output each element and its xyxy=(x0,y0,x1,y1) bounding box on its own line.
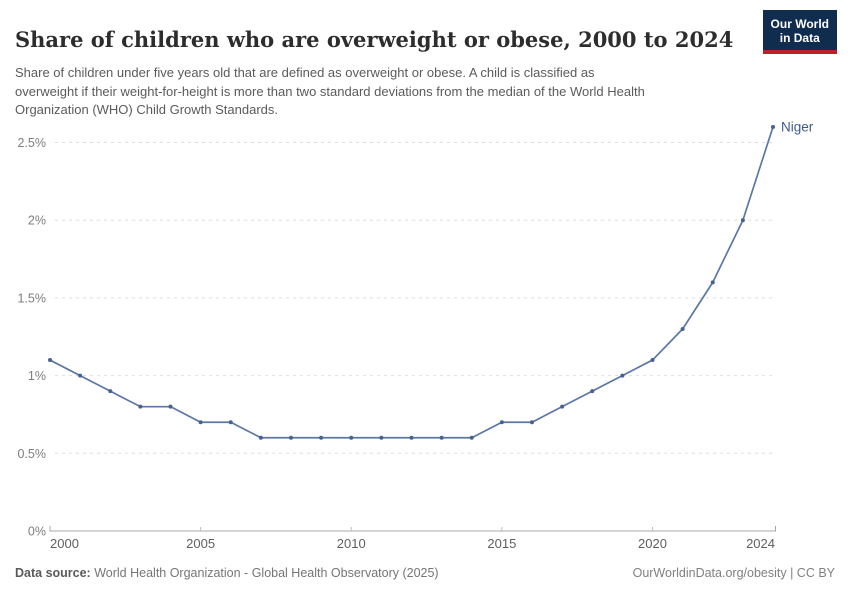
owid-attribution-link[interactable]: OurWorldinData.org/obesity | CC BY xyxy=(632,566,835,580)
data-point[interactable] xyxy=(650,358,655,363)
data-point[interactable] xyxy=(108,389,113,394)
y-tick-label: 0.5% xyxy=(18,447,47,461)
entity-label[interactable]: Niger xyxy=(781,119,814,134)
owid-logo-line2: in Data xyxy=(779,31,820,45)
data-point[interactable] xyxy=(560,404,565,409)
data-point[interactable] xyxy=(319,435,324,440)
y-tick-label: 1% xyxy=(28,369,46,383)
data-source: Data source: World Health Organization -… xyxy=(15,566,439,580)
data-point[interactable] xyxy=(590,389,595,394)
data-point[interactable] xyxy=(78,373,83,378)
data-point[interactable] xyxy=(710,280,715,285)
subtitle-line: Share of children under five years old t… xyxy=(15,65,595,80)
subtitle-line: Organization (WHO) Child Growth Standard… xyxy=(15,102,278,117)
data-point[interactable] xyxy=(771,124,775,129)
x-tick-label: 2010 xyxy=(337,536,366,551)
data-point[interactable] xyxy=(198,420,203,425)
page-title: Share of children who are overweight or … xyxy=(15,27,734,53)
y-tick-label: 1.5% xyxy=(18,291,47,305)
y-tick-label: 2.5% xyxy=(18,136,47,150)
data-point[interactable] xyxy=(228,420,233,425)
owid-logo-line1: Our World xyxy=(770,17,829,31)
x-tick-label: 2005 xyxy=(186,536,215,551)
owid-logo[interactable]: Our World in Data xyxy=(762,10,837,54)
line-series xyxy=(49,126,774,439)
chart-footer: Data source: World Health Organization -… xyxy=(15,566,835,580)
chart-subtitle: Share of children under five years old t… xyxy=(15,64,755,120)
x-axis-line xyxy=(49,526,776,532)
data-point[interactable] xyxy=(439,435,444,440)
data-point[interactable] xyxy=(499,420,504,425)
y-tick-label: 0% xyxy=(28,525,46,539)
data-point[interactable] xyxy=(469,435,474,440)
data-point[interactable] xyxy=(379,435,384,440)
data-source-label: Data source: xyxy=(15,566,91,580)
data-point[interactable] xyxy=(168,404,173,409)
data-point[interactable] xyxy=(289,435,293,440)
x-tick-label: 2020 xyxy=(638,536,667,551)
data-point[interactable] xyxy=(349,435,354,440)
y-tick-label: 2% xyxy=(28,214,46,228)
x-tick-label: 2024 xyxy=(746,536,775,551)
x-tick-label: 2000 xyxy=(50,536,79,551)
data-point[interactable] xyxy=(258,435,263,440)
data-point[interactable] xyxy=(680,326,685,331)
data-point[interactable] xyxy=(48,358,52,363)
data-point[interactable] xyxy=(620,373,625,378)
data-point[interactable] xyxy=(409,435,414,440)
data-point[interactable] xyxy=(530,420,534,425)
data-point[interactable] xyxy=(138,404,143,409)
x-tick-label: 2015 xyxy=(487,536,516,551)
data-point[interactable] xyxy=(740,218,745,223)
subtitle-line: overweight if their weight-for-height is… xyxy=(15,83,645,99)
data-source-text: World Health Organization - Global Healt… xyxy=(94,566,439,580)
